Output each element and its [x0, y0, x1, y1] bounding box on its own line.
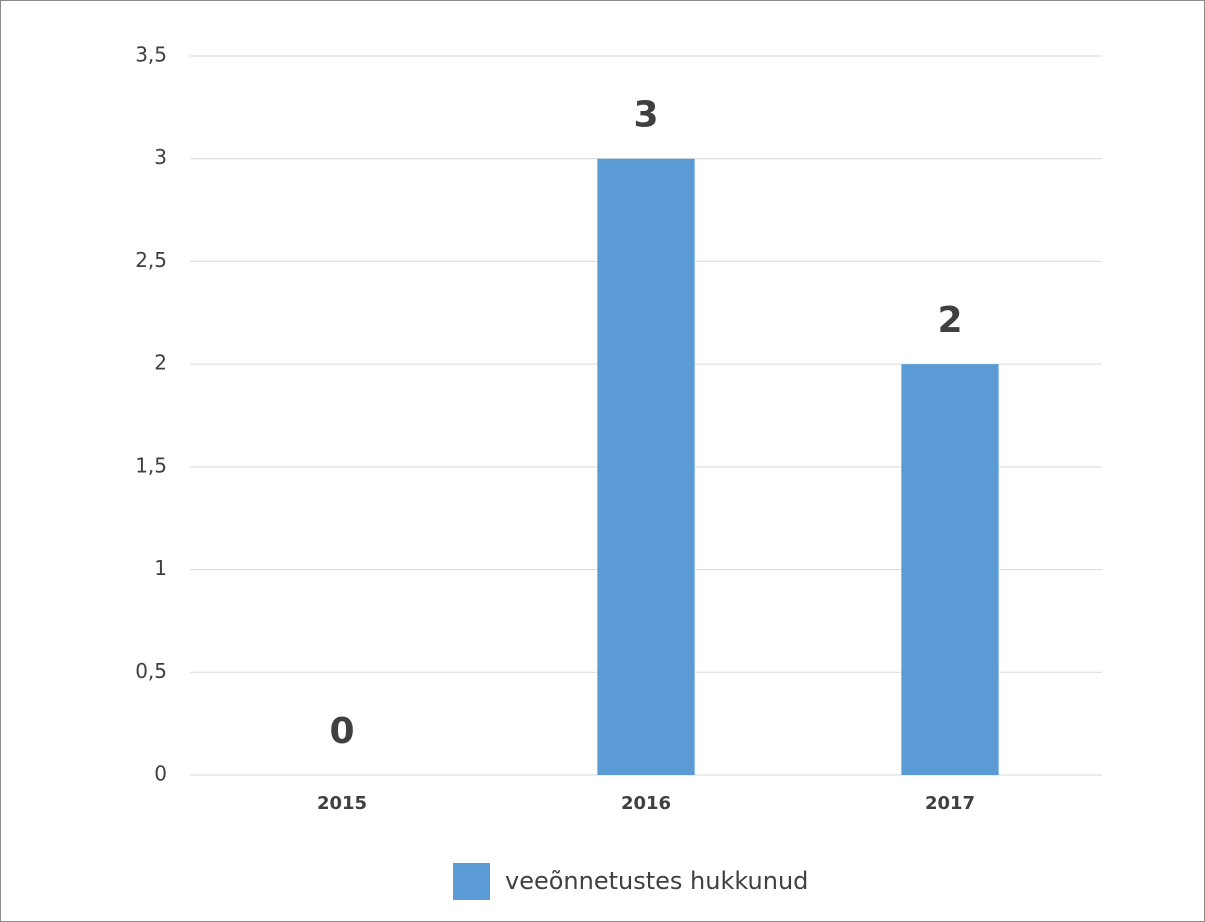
y-tick-label: 2 [154, 351, 167, 375]
data-label: 3 [633, 95, 658, 136]
y-tick-label: 2,5 [135, 248, 167, 272]
x-tick-label: 2015 [317, 793, 367, 814]
y-tick-label: 1 [154, 556, 167, 580]
bar [597, 158, 695, 775]
x-tick-label: 2017 [925, 793, 975, 814]
data-label: 0 [329, 711, 354, 752]
bar [901, 364, 999, 775]
legend-swatch [453, 863, 490, 900]
y-tick-label: 0,5 [135, 659, 167, 683]
legend-label: veeõnnetustes hukkunud [505, 867, 808, 895]
y-tick-label: 0 [154, 762, 167, 786]
y-tick-label: 3 [154, 145, 167, 169]
x-tick-label: 2016 [621, 793, 671, 814]
y-tick-label: 3,5 [135, 43, 167, 67]
y-tick-label: 1,5 [135, 453, 167, 477]
data-label: 2 [937, 300, 962, 341]
